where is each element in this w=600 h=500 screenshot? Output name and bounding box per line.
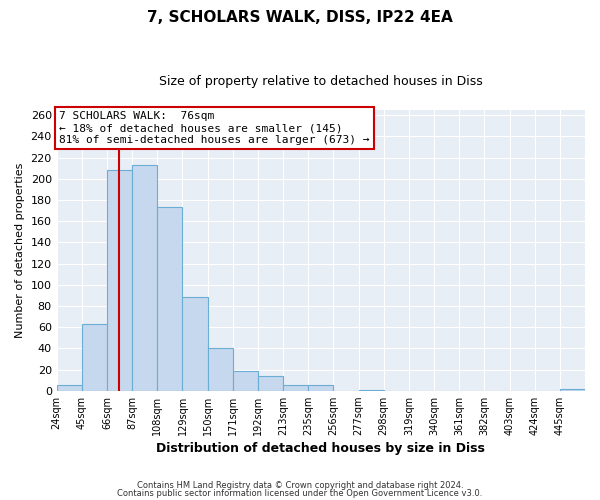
Bar (258, 376, 283, 390)
Bar (56, 386, 82, 390)
Bar (233, 370, 258, 390)
Bar (157, 208, 182, 390)
Text: Contains HM Land Registry data © Crown copyright and database right 2024.: Contains HM Land Registry data © Crown c… (137, 481, 463, 490)
X-axis label: Distribution of detached houses by size in Diss: Distribution of detached houses by size … (157, 442, 485, 455)
Bar (208, 348, 233, 391)
Text: Contains public sector information licensed under the Open Government Licence v3: Contains public sector information licen… (118, 488, 482, 498)
Bar (107, 170, 132, 390)
Bar (132, 165, 157, 390)
Bar (82, 324, 107, 390)
Title: Size of property relative to detached houses in Diss: Size of property relative to detached ho… (159, 75, 483, 88)
Text: 7, SCHOLARS WALK, DISS, IP22 4EA: 7, SCHOLARS WALK, DISS, IP22 4EA (147, 10, 453, 25)
Bar (560, 388, 585, 390)
Bar (182, 298, 208, 390)
Y-axis label: Number of detached properties: Number of detached properties (15, 162, 25, 338)
Bar (283, 386, 308, 390)
Bar (308, 386, 334, 390)
Text: 7 SCHOLARS WALK:  76sqm
← 18% of detached houses are smaller (145)
81% of semi-d: 7 SCHOLARS WALK: 76sqm ← 18% of detached… (59, 112, 370, 144)
